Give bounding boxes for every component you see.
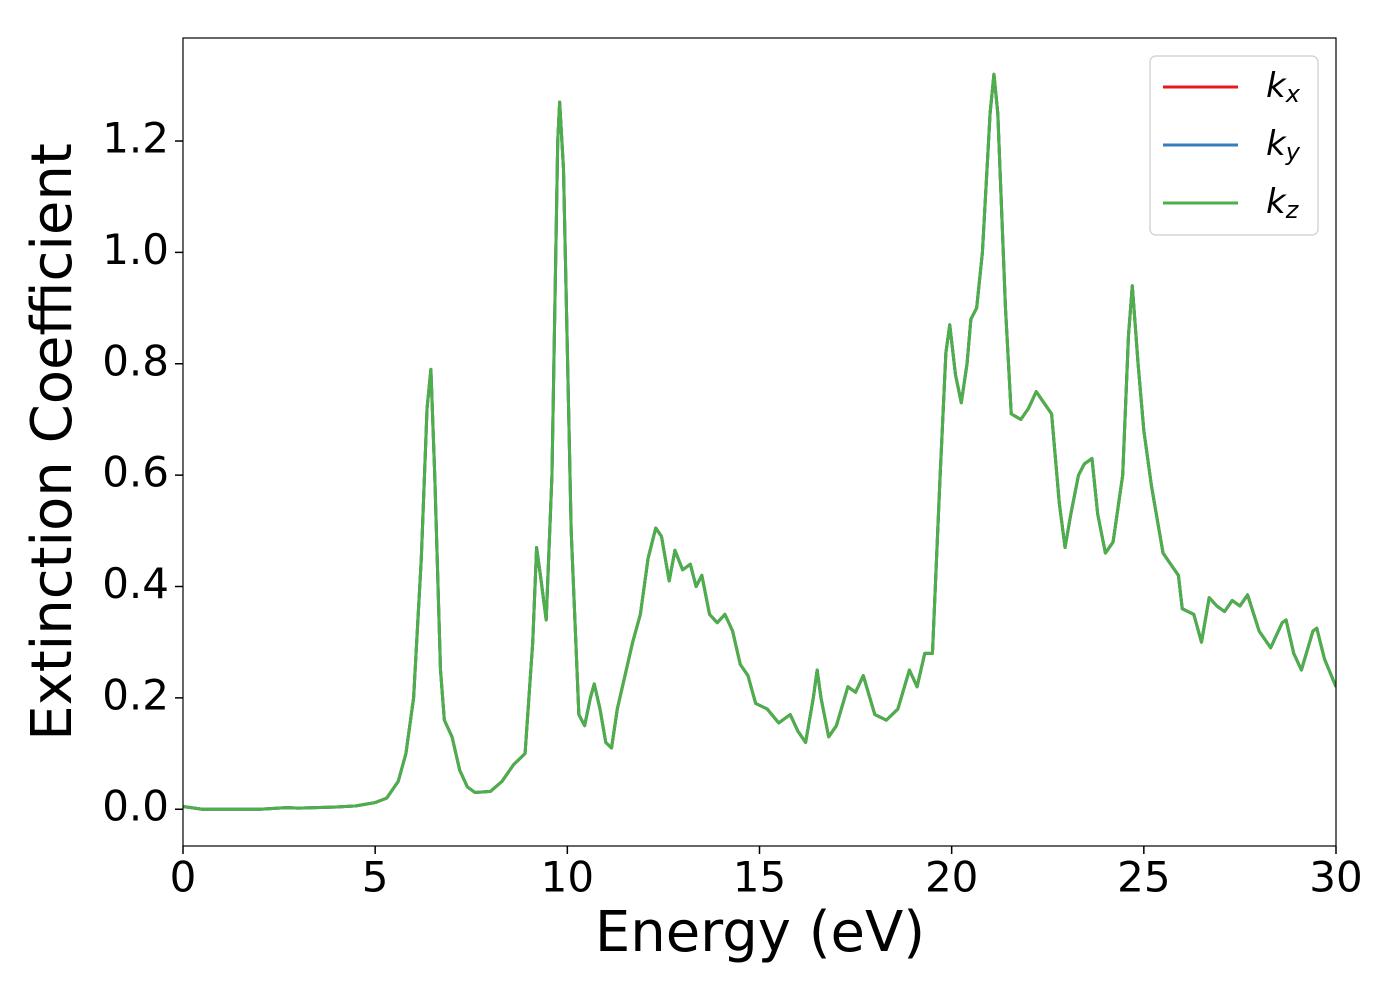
x-tick-label: 10	[541, 853, 594, 902]
x-tick-label: 0	[170, 853, 197, 902]
x-tick-label: 30	[1309, 853, 1362, 902]
y-axis-label: Extinction Coefficient	[20, 143, 85, 741]
legend-label: kx	[1266, 66, 1301, 109]
x-tick-label: 25	[1117, 853, 1170, 902]
y-tick-label: 0.2	[102, 670, 169, 719]
data-line	[183, 72, 1336, 811]
x-axis-label: Energy (eV)	[595, 900, 925, 965]
y-tick-label: 1.2	[102, 114, 169, 163]
y-tick-label: 0.4	[102, 559, 169, 608]
y-tick-label: 0.8	[102, 336, 169, 385]
y-tick-label: 0.0	[102, 782, 169, 831]
y-tick-label: 1.0	[102, 225, 169, 274]
y-tick-label: 0.6	[102, 448, 169, 497]
x-tick-label: 15	[733, 853, 786, 902]
legend-label: ky	[1266, 124, 1301, 167]
legend-label: kz	[1266, 182, 1300, 225]
plot-frame	[182, 37, 1337, 847]
x-tick-label: 5	[362, 853, 389, 902]
x-tick-label: 20	[925, 853, 978, 902]
